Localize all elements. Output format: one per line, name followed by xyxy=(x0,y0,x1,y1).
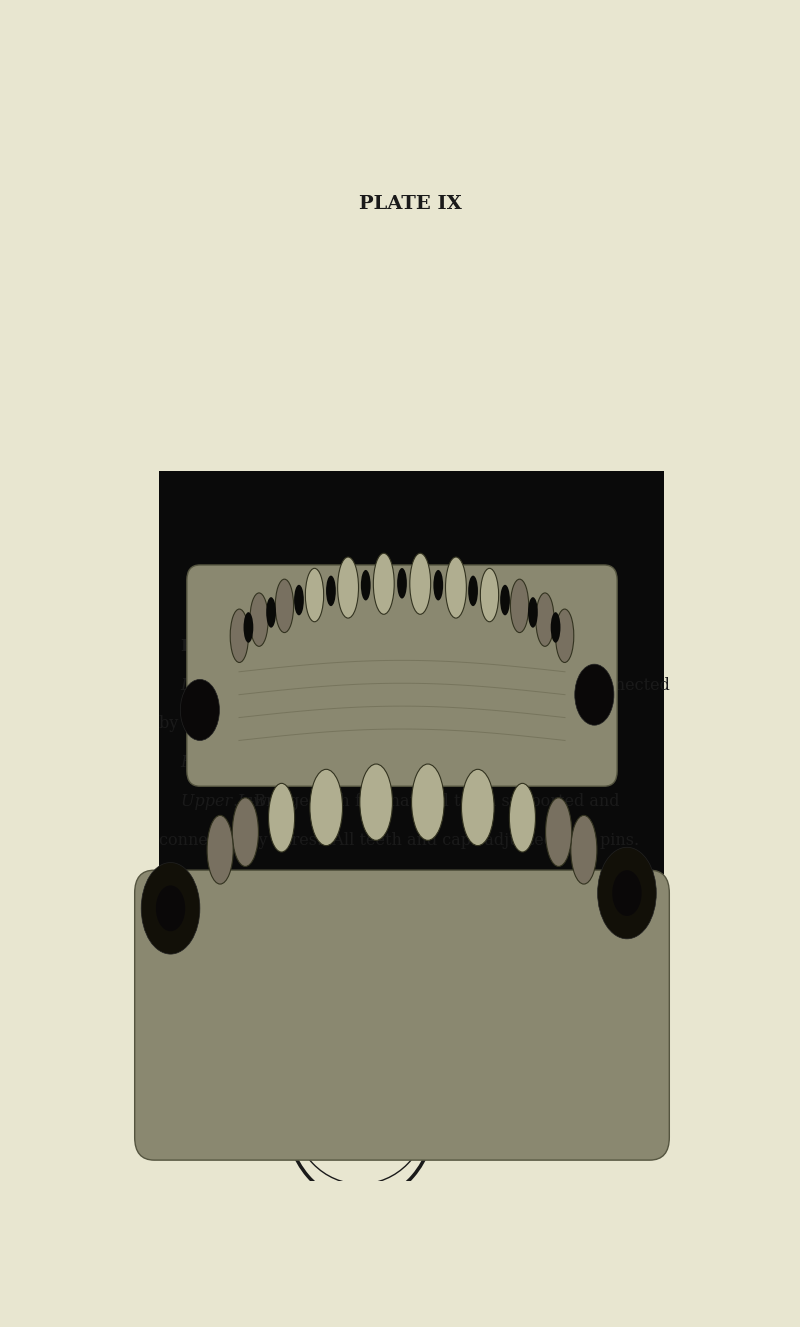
Text: E: E xyxy=(456,1047,470,1060)
Text: 73: 73 xyxy=(352,1093,369,1105)
Text: C: C xyxy=(373,975,384,987)
Text: Right: Right xyxy=(181,754,225,771)
Text: :  Bridge with pure gold connection over canine.: : Bridge with pure gold connection over … xyxy=(210,754,604,771)
Ellipse shape xyxy=(480,568,498,622)
Ellipse shape xyxy=(250,593,268,646)
Ellipse shape xyxy=(528,597,538,628)
Ellipse shape xyxy=(338,557,358,618)
Ellipse shape xyxy=(462,770,494,845)
Ellipse shape xyxy=(446,557,466,618)
Text: W: W xyxy=(250,1046,266,1062)
Ellipse shape xyxy=(207,815,233,884)
Text: .—Retaining appliance over front teeth.: .—Retaining appliance over front teeth. xyxy=(228,638,551,654)
Text: Upper Jaw: Upper Jaw xyxy=(181,794,266,809)
Ellipse shape xyxy=(306,568,324,622)
Ellipse shape xyxy=(230,609,249,662)
Text: .—Bridge with five natural teeth supported and: .—Bridge with five natural teeth support… xyxy=(233,794,619,809)
Ellipse shape xyxy=(180,679,219,740)
Text: by being soldered to “ spiders.”: by being soldered to “ spiders.” xyxy=(159,715,417,733)
Ellipse shape xyxy=(326,576,336,606)
Text: L: L xyxy=(302,989,314,1002)
Ellipse shape xyxy=(156,885,186,932)
Text: LIBRARY: LIBRARY xyxy=(328,1133,393,1147)
Ellipse shape xyxy=(500,585,510,616)
Text: (In the mouth for eight years.): (In the mouth for eight years.) xyxy=(282,604,538,621)
Ellipse shape xyxy=(536,593,554,646)
Ellipse shape xyxy=(510,579,529,633)
Ellipse shape xyxy=(510,783,535,852)
Ellipse shape xyxy=(410,553,430,614)
Ellipse shape xyxy=(294,585,304,616)
Text: PLATE IX: PLATE IX xyxy=(358,195,462,214)
Ellipse shape xyxy=(360,764,393,840)
Ellipse shape xyxy=(275,579,294,633)
FancyBboxPatch shape xyxy=(134,871,670,1160)
Ellipse shape xyxy=(571,815,597,884)
Text: :  Pure gold collars with interposed tube teeth connected: : Pure gold collars with interposed tube… xyxy=(204,677,670,694)
Bar xyxy=(159,471,664,1059)
Ellipse shape xyxy=(468,576,478,606)
Ellipse shape xyxy=(546,798,572,867)
Ellipse shape xyxy=(232,798,258,867)
Ellipse shape xyxy=(612,871,642,916)
Text: L: L xyxy=(338,975,347,987)
Ellipse shape xyxy=(374,553,394,614)
Text: Lower Jaw : Retaining Appliance.: Lower Jaw : Retaining Appliance. xyxy=(258,572,562,591)
Ellipse shape xyxy=(411,764,444,840)
Text: Left: Left xyxy=(181,677,213,694)
Ellipse shape xyxy=(361,569,370,600)
Text: connected by wires.  All teeth and caps adjusted with pins.: connected by wires. All teeth and caps a… xyxy=(159,832,639,849)
Ellipse shape xyxy=(310,770,342,845)
Ellipse shape xyxy=(266,597,276,628)
Ellipse shape xyxy=(397,568,407,598)
Ellipse shape xyxy=(243,612,254,642)
Text: Procedure: Procedure xyxy=(181,638,273,654)
Text: M: M xyxy=(434,1011,450,1027)
Ellipse shape xyxy=(550,612,561,642)
Ellipse shape xyxy=(141,863,200,954)
FancyBboxPatch shape xyxy=(187,565,617,786)
Ellipse shape xyxy=(269,783,294,852)
Ellipse shape xyxy=(574,665,614,725)
Ellipse shape xyxy=(598,848,656,940)
Text: Tube teeth between.: Tube teeth between. xyxy=(159,871,326,888)
Ellipse shape xyxy=(434,569,443,600)
Text: E: E xyxy=(272,1013,286,1026)
Ellipse shape xyxy=(555,609,574,662)
Text: O: O xyxy=(406,987,419,1002)
